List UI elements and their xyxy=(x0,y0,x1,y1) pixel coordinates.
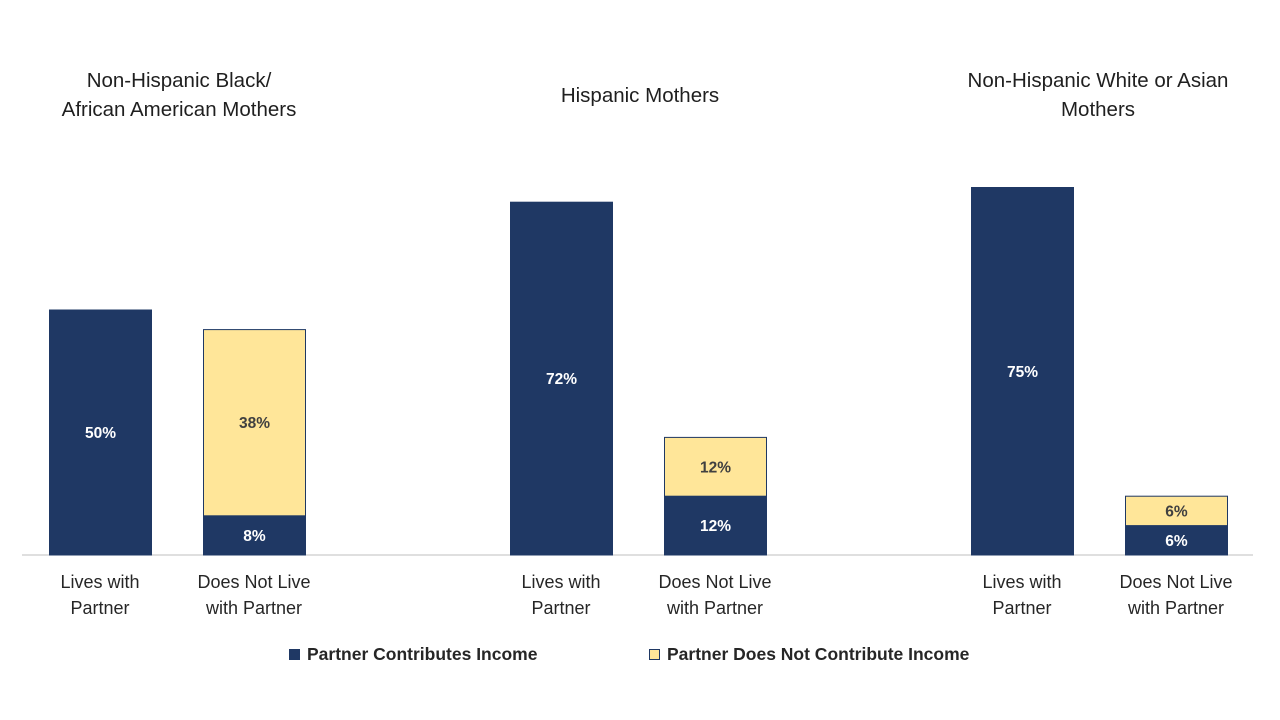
data-label: 6% xyxy=(1165,533,1188,550)
data-label: 6% xyxy=(1165,503,1188,520)
group-title-line: Hispanic Mothers xyxy=(560,84,720,107)
category-label-line: Does Not Live xyxy=(1119,572,1233,592)
legend-label: Partner Contributes Income xyxy=(307,644,538,664)
legend-item-does-not-contribute: Partner Does Not Contribute Income xyxy=(649,644,969,665)
category-label-line: Lives with xyxy=(60,572,140,592)
bar-segment xyxy=(510,201,613,556)
category-label-line: with Partner xyxy=(1127,598,1225,618)
category-label: Does Not Live with Partner xyxy=(635,569,795,621)
data-label: 72% xyxy=(546,371,577,388)
data-label: 12% xyxy=(700,518,731,535)
category-label-line: Does Not Live xyxy=(658,572,772,592)
category-label-line: Partner xyxy=(70,598,130,618)
group-title-line: Non-Hispanic Black/ xyxy=(86,69,272,92)
bar-segment xyxy=(971,187,1074,556)
group-title-line: African American Mothers xyxy=(61,98,297,121)
category-label: Lives with Partner xyxy=(942,569,1102,621)
legend-swatch-does-not-contribute xyxy=(649,649,660,660)
bar-segment xyxy=(49,309,152,556)
category-label-line: Does Not Live xyxy=(197,572,311,592)
data-label: 38% xyxy=(239,415,270,432)
group-title-line: Mothers xyxy=(1060,98,1136,121)
category-label-line: Lives with xyxy=(982,572,1062,592)
category-label: Lives with Partner xyxy=(20,569,180,621)
category-label: Does Not Live with Partner xyxy=(174,569,334,621)
category-label-line: Lives with xyxy=(521,572,601,592)
category-label-line: with Partner xyxy=(666,598,764,618)
group-title-hispanic-mothers: Hispanic Mothers xyxy=(490,81,790,110)
bar-segment xyxy=(203,515,306,556)
group-title-white-asian-mothers: Non-Hispanic White or Asian Mothers xyxy=(948,66,1248,124)
legend-item-contributes: Partner Contributes Income xyxy=(289,644,537,665)
bar-segment xyxy=(1125,495,1228,527)
legend-swatch-contributes xyxy=(289,649,300,660)
category-label-line: Partner xyxy=(992,598,1052,618)
category-label-line: Partner xyxy=(531,598,591,618)
category-label: Lives with Partner xyxy=(481,569,641,621)
data-label: 50% xyxy=(85,425,116,442)
category-label-line: with Partner xyxy=(205,598,303,618)
group-title-black-mothers: Non-Hispanic Black/ African American Mot… xyxy=(29,66,329,124)
chart-legend: Partner Contributes Income Partner Does … xyxy=(0,644,1280,666)
bar-segment xyxy=(664,436,767,497)
group-title-line: Non-Hispanic White or Asian xyxy=(967,69,1229,92)
data-label: 75% xyxy=(1007,364,1038,381)
category-label: Does Not Live with Partner xyxy=(1096,569,1256,621)
legend-label: Partner Does Not Contribute Income xyxy=(667,644,970,664)
data-label: 12% xyxy=(700,459,731,476)
data-label: 8% xyxy=(243,528,266,545)
bar-segment xyxy=(203,329,306,517)
